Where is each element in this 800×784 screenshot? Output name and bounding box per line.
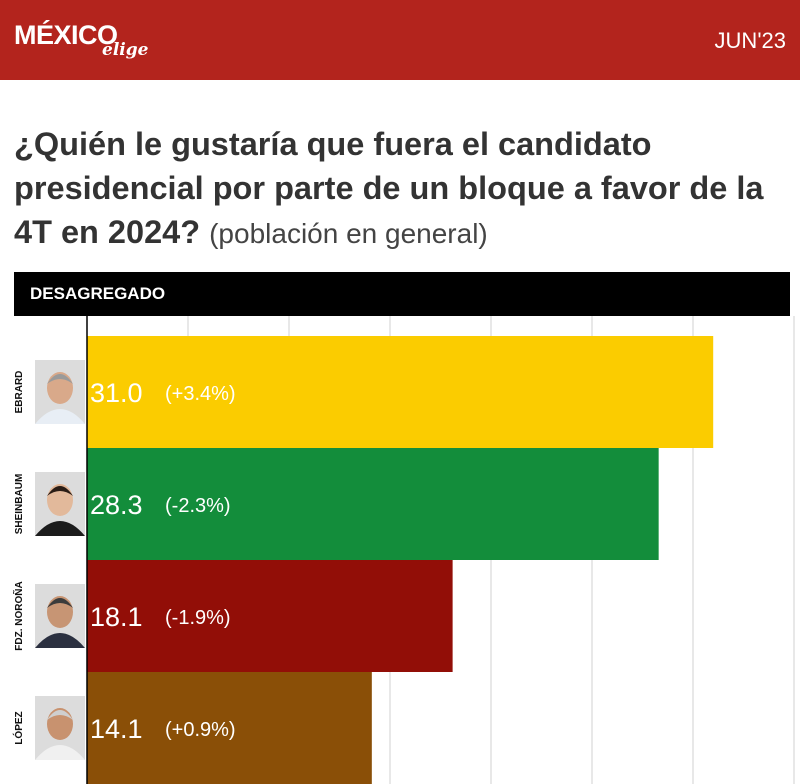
category-label: EBRARD <box>14 371 25 414</box>
photo-shoulders <box>35 521 85 536</box>
question-note: (población en general) <box>209 218 488 249</box>
bar <box>87 336 714 448</box>
question-title: ¿Quién le gustaría que fuera el candidat… <box>14 122 794 256</box>
category-label: SHEINBAUM <box>14 474 25 535</box>
category-label: FDZ. NOROÑA <box>12 581 25 650</box>
category-label: LÓPEZ <box>12 711 25 744</box>
bar-value-label: 31.0 <box>90 378 143 408</box>
photo-shoulders <box>35 745 85 760</box>
brand-sub-text: elige <box>102 40 149 60</box>
photo-hair <box>47 374 73 384</box>
photo-shoulders <box>35 409 85 424</box>
bar <box>87 672 372 784</box>
bar-change-label: (+3.4%) <box>165 383 236 405</box>
section-label: DESAGREGADO <box>30 284 166 303</box>
bar-value-label: 18.1 <box>90 602 143 632</box>
header-bar: MÉXICO elige JUN'23 <box>0 0 800 80</box>
brand-logo: MÉXICO elige <box>14 20 154 64</box>
question-main: ¿Quién le gustaría que fuera el candidat… <box>14 126 764 250</box>
photo-hair <box>47 486 73 496</box>
photo-hair <box>47 710 73 720</box>
bar-chart: 31.0 (+3.4%) EBRARD 28.3 (-2.3%) SHEINBAUM 18.… <box>12 316 795 784</box>
bar <box>87 448 659 560</box>
bar-value-label: 14.1 <box>90 714 143 744</box>
bar-change-label: (-1.9%) <box>165 607 231 629</box>
bar-change-label: (-2.3%) <box>165 495 231 517</box>
bar-value-label: 28.3 <box>90 490 143 520</box>
photo-hair <box>47 598 73 608</box>
bar <box>87 560 453 672</box>
bar-change-label: (+0.9%) <box>165 719 236 741</box>
brand-main-text: MÉXICO <box>14 20 118 50</box>
photo-shoulders <box>35 633 85 648</box>
date-label: JUN'23 <box>714 28 786 53</box>
section-band: DESAGREGADO <box>14 272 790 316</box>
